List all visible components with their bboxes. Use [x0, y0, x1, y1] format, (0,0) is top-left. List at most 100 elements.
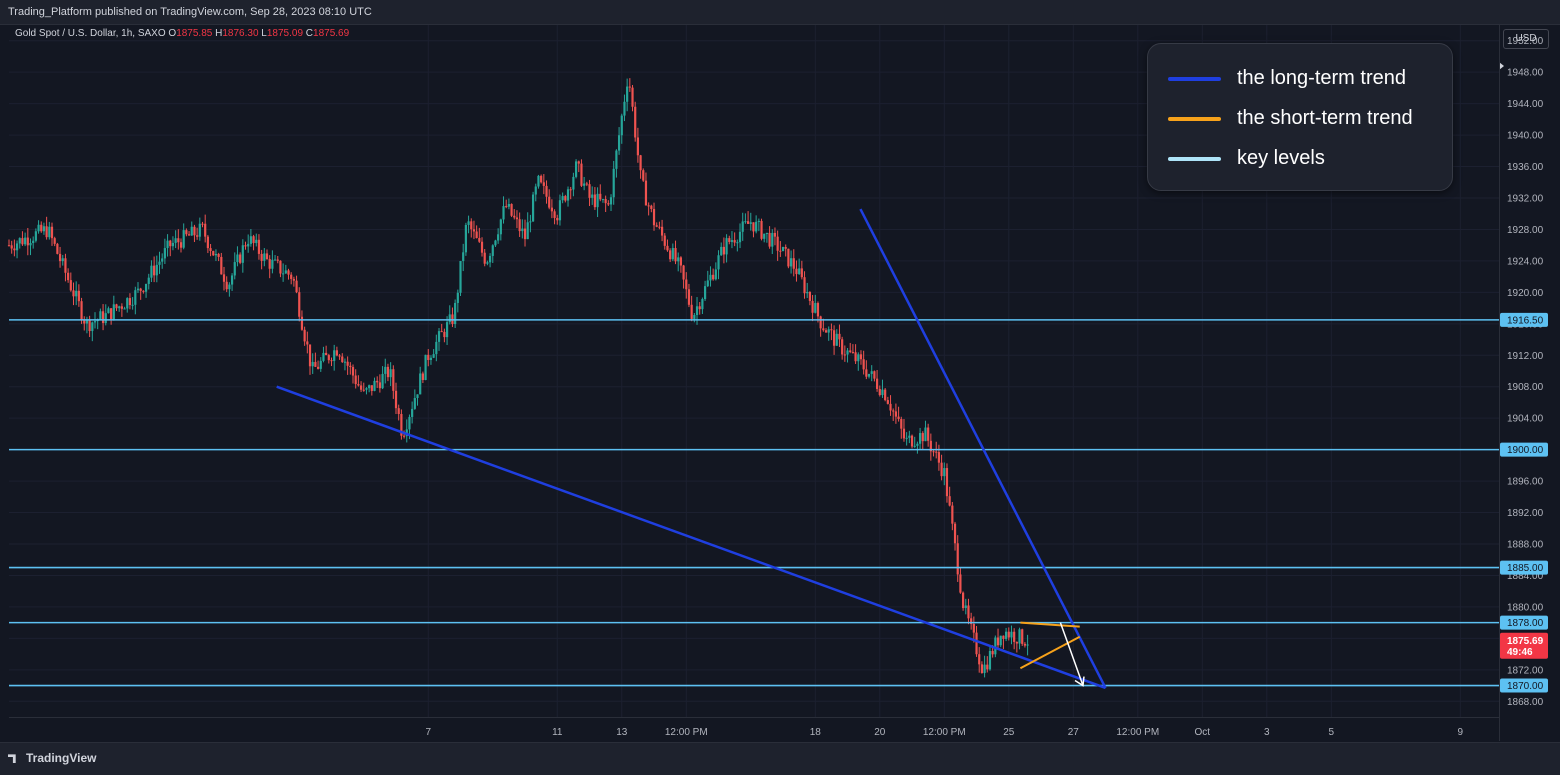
candle-body: [166, 240, 169, 249]
candle-body: [647, 205, 650, 207]
candle-body: [276, 259, 279, 261]
candle-body: [679, 257, 682, 266]
candle-body: [827, 329, 830, 333]
candle-body: [204, 223, 207, 237]
candle-body: [905, 437, 908, 439]
candle-body: [996, 637, 1000, 646]
candle-body: [174, 238, 177, 243]
candle-body: [64, 258, 67, 273]
candle-body: [894, 411, 898, 417]
candle-body: [897, 416, 900, 420]
candle-body: [212, 250, 215, 256]
candle-body: [607, 203, 610, 205]
candle-body: [217, 253, 220, 257]
candle-body: [725, 238, 728, 255]
candle-body: [357, 384, 360, 386]
footer-bar: [0, 742, 1560, 775]
candle-body: [206, 236, 209, 249]
candle-body: [365, 388, 368, 390]
candle-body: [730, 240, 734, 242]
candle-body: [534, 186, 537, 195]
trend-legend: the long-term trend the short-term trend…: [1147, 43, 1453, 191]
candle-body: [85, 319, 89, 324]
candle-body: [913, 445, 916, 447]
candle-body: [198, 223, 201, 237]
y-tick-label: 1924.00: [1507, 256, 1544, 267]
candle-body: [776, 236, 779, 251]
candle-body: [1026, 644, 1029, 646]
open-value: 1875.85: [176, 28, 213, 39]
candle-body: [462, 252, 465, 261]
candle-body: [491, 245, 494, 256]
candle-body: [110, 308, 113, 320]
candle-body: [502, 206, 505, 220]
candle-body: [639, 155, 642, 171]
candle-body: [515, 217, 519, 220]
candle-body: [153, 265, 156, 276]
candle-body: [402, 435, 406, 437]
candle-body: [13, 248, 16, 251]
candle-body: [408, 416, 411, 430]
tradingview-brand: TradingView: [26, 751, 97, 765]
candle-body: [556, 217, 559, 221]
candle-body: [196, 235, 199, 237]
candle-body: [45, 226, 48, 238]
candle-body: [819, 316, 822, 329]
candle-body: [494, 240, 497, 246]
candle-body: [591, 194, 594, 198]
key-level-badge-label: 1900.00: [1507, 445, 1544, 456]
candle-body: [88, 319, 91, 332]
candle-body: [443, 331, 446, 338]
currency-button[interactable]: USD: [1503, 29, 1549, 49]
candle-body: [155, 264, 158, 276]
candle-body: [470, 221, 473, 230]
candle-body: [327, 355, 330, 361]
candle-body: [658, 226, 661, 228]
candle-body: [220, 256, 223, 275]
candle-body: [948, 496, 951, 506]
candle-body: [34, 231, 37, 241]
candle-body: [230, 275, 234, 285]
candle-body: [832, 330, 836, 346]
short-term-trendline-upper: [1020, 621, 1080, 628]
candle-body: [120, 306, 123, 309]
candle-body: [239, 254, 242, 263]
x-tick-label: 7: [425, 727, 431, 738]
x-tick-label: 27: [1068, 727, 1080, 738]
candle-body: [521, 228, 524, 232]
candle-body: [902, 428, 906, 439]
candle-body: [144, 283, 148, 292]
key-level-badge: [1500, 560, 1548, 575]
candle-body: [932, 451, 935, 453]
candle-body: [429, 357, 433, 361]
candle-body: [505, 206, 508, 208]
candle-body: [773, 232, 777, 237]
x-tick-label: 11: [552, 727, 563, 738]
candle-body: [185, 230, 188, 235]
legend-swatch-short-term: [1168, 116, 1221, 121]
candle-body: [187, 234, 191, 236]
candle-body: [800, 268, 803, 278]
candle-body: [370, 385, 373, 391]
candle-body: [685, 279, 688, 290]
candle-body: [878, 388, 881, 396]
candle-body: [7, 245, 11, 247]
legend-item-long-term: the long-term trend: [1168, 66, 1406, 90]
candle-body: [448, 314, 451, 323]
candle-body: [72, 290, 75, 297]
candle-body: [720, 246, 723, 256]
candle-body: [553, 211, 556, 218]
candle-body: [150, 265, 153, 278]
projection-arrow-head: [1074, 676, 1085, 687]
candle-body: [652, 208, 656, 226]
candle-body: [115, 304, 118, 309]
candle-body: [886, 400, 889, 404]
candle-body: [182, 230, 185, 248]
tradingview-logo[interactable]: TradingView: [8, 751, 96, 765]
candle-body: [15, 243, 19, 251]
candle-body: [158, 261, 161, 265]
candle-body: [265, 253, 269, 260]
candle-body: [854, 352, 857, 362]
candle-body: [927, 427, 930, 441]
